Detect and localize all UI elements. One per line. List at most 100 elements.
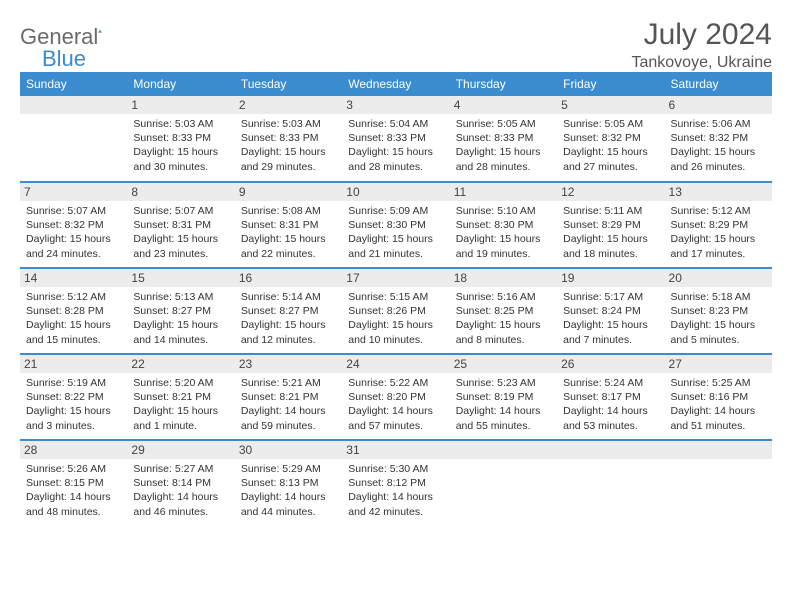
day-details: Sunrise: 5:18 AMSunset: 8:23 PMDaylight:…: [671, 290, 766, 347]
weekday-header: Thursday: [450, 72, 557, 96]
calendar-cell: 21 Sunrise: 5:19 AMSunset: 8:22 PMDayligh…: [20, 354, 127, 440]
calendar-cell: 10 Sunrise: 5:09 AMSunset: 8:30 PMDayligh…: [342, 182, 449, 268]
day-details: Sunrise: 5:20 AMSunset: 8:21 PMDaylight:…: [133, 376, 228, 433]
calendar-cell: 20 Sunrise: 5:18 AMSunset: 8:23 PMDayligh…: [665, 268, 772, 354]
weekday-header: Saturday: [665, 72, 772, 96]
day-details: Sunrise: 5:30 AMSunset: 8:12 PMDaylight:…: [348, 462, 443, 519]
weekday-header: Tuesday: [235, 72, 342, 96]
calendar-cell: 6Sunrise: 5:06 AMSunset: 8:32 PMDaylight…: [665, 96, 772, 182]
calendar-cell: [20, 96, 127, 182]
calendar-cell: 26 Sunrise: 5:24 AMSunset: 8:17 PMDayligh…: [557, 354, 664, 440]
day-details: Sunrise: 5:12 AMSunset: 8:29 PMDaylight:…: [671, 204, 766, 261]
day-details: Sunrise: 5:08 AMSunset: 8:31 PMDaylight:…: [241, 204, 336, 261]
day-number: 22: [127, 355, 234, 373]
day-details: Sunrise: 5:10 AMSunset: 8:30 PMDaylight:…: [456, 204, 551, 261]
day-details: Sunrise: 5:13 AMSunset: 8:27 PMDaylight:…: [133, 290, 228, 347]
calendar-cell: 9 Sunrise: 5:08 AMSunset: 8:31 PMDaylight…: [235, 182, 342, 268]
calendar-cell: 22 Sunrise: 5:20 AMSunset: 8:21 PMDayligh…: [127, 354, 234, 440]
day-number: 24: [342, 355, 449, 373]
day-number: 19: [557, 269, 664, 287]
calendar-cell: 18 Sunrise: 5:16 AMSunset: 8:25 PMDayligh…: [450, 268, 557, 354]
calendar-cell: 7Sunrise: 5:07 AMSunset: 8:32 PMDaylight…: [20, 182, 127, 268]
day-number: 8: [127, 183, 234, 201]
day-number: 12: [557, 183, 664, 201]
calendar-cell: 2 Sunrise: 5:03 AMSunset: 8:33 PMDaylight…: [235, 96, 342, 182]
day-number: 4: [450, 96, 557, 114]
calendar-cell: 8Sunrise: 5:07 AMSunset: 8:31 PMDaylight…: [127, 182, 234, 268]
day-number: 14: [20, 269, 127, 287]
day-details: Sunrise: 5:03 AMSunset: 8:33 PMDaylight:…: [241, 117, 336, 174]
day-number: 28: [20, 441, 127, 459]
day-details: Sunrise: 5:24 AMSunset: 8:17 PMDaylight:…: [563, 376, 658, 433]
weekday-header: Sunday: [20, 72, 127, 96]
empty-day-header: [450, 441, 557, 459]
day-number: 16: [235, 269, 342, 287]
day-details: Sunrise: 5:22 AMSunset: 8:20 PMDaylight:…: [348, 376, 443, 433]
day-details: Sunrise: 5:23 AMSunset: 8:19 PMDaylight:…: [456, 376, 551, 433]
day-number: 31: [342, 441, 449, 459]
calendar-header-row: SundayMondayTuesdayWednesdayThursdayFrid…: [20, 72, 772, 96]
day-details: Sunrise: 5:12 AMSunset: 8:28 PMDaylight:…: [26, 290, 121, 347]
day-number: 7: [20, 183, 127, 201]
day-number: 2: [235, 96, 342, 114]
day-details: Sunrise: 5:29 AMSunset: 8:13 PMDaylight:…: [241, 462, 336, 519]
calendar-cell: 28 Sunrise: 5:26 AMSunset: 8:15 PMDayligh…: [20, 440, 127, 526]
day-number: 21: [20, 355, 127, 373]
day-details: Sunrise: 5:25 AMSunset: 8:16 PMDaylight:…: [671, 376, 766, 433]
day-details: Sunrise: 5:14 AMSunset: 8:27 PMDaylight:…: [241, 290, 336, 347]
calendar-cell: 13 Sunrise: 5:12 AMSunset: 8:29 PMDayligh…: [665, 182, 772, 268]
calendar-cell: 14 Sunrise: 5:12 AMSunset: 8:28 PMDayligh…: [20, 268, 127, 354]
calendar-table: SundayMondayTuesdayWednesdayThursdayFrid…: [20, 72, 772, 526]
day-details: Sunrise: 5:05 AMSunset: 8:33 PMDaylight:…: [456, 117, 551, 174]
day-number: 15: [127, 269, 234, 287]
day-details: Sunrise: 5:21 AMSunset: 8:21 PMDaylight:…: [241, 376, 336, 433]
day-number: 3: [342, 96, 449, 114]
calendar-cell: 24 Sunrise: 5:22 AMSunset: 8:20 PMDayligh…: [342, 354, 449, 440]
calendar-cell: 5Sunrise: 5:05 AMSunset: 8:32 PMDaylight…: [557, 96, 664, 182]
calendar-cell: 29 Sunrise: 5:27 AMSunset: 8:14 PMDayligh…: [127, 440, 234, 526]
day-details: Sunrise: 5:15 AMSunset: 8:26 PMDaylight:…: [348, 290, 443, 347]
day-number: 26: [557, 355, 664, 373]
day-details: Sunrise: 5:11 AMSunset: 8:29 PMDaylight:…: [563, 204, 658, 261]
day-number: 17: [342, 269, 449, 287]
empty-day-header: [557, 441, 664, 459]
day-details: Sunrise: 5:26 AMSunset: 8:15 PMDaylight:…: [26, 462, 121, 519]
day-details: Sunrise: 5:16 AMSunset: 8:25 PMDaylight:…: [456, 290, 551, 347]
day-number: 29: [127, 441, 234, 459]
day-details: Sunrise: 5:03 AMSunset: 8:33 PMDaylight:…: [133, 117, 228, 174]
calendar-cell: 1Sunrise: 5:03 AMSunset: 8:33 PMDaylight…: [127, 96, 234, 182]
day-number: 10: [342, 183, 449, 201]
calendar-cell: 15 Sunrise: 5:13 AMSunset: 8:27 PMDayligh…: [127, 268, 234, 354]
calendar-cell: 19 Sunrise: 5:17 AMSunset: 8:24 PMDayligh…: [557, 268, 664, 354]
calendar-cell: 25Sunrise: 5:23 AMSunset: 8:19 PMDayligh…: [450, 354, 557, 440]
day-details: Sunrise: 5:19 AMSunset: 8:22 PMDaylight:…: [26, 376, 121, 433]
calendar-cell: 16 Sunrise: 5:14 AMSunset: 8:27 PMDayligh…: [235, 268, 342, 354]
calendar-cell: [665, 440, 772, 526]
day-number: 11: [450, 183, 557, 201]
day-number: 13: [665, 183, 772, 201]
calendar-cell: 31 Sunrise: 5:30 AMSunset: 8:12 PMDayligh…: [342, 440, 449, 526]
day-details: Sunrise: 5:17 AMSunset: 8:24 PMDaylight:…: [563, 290, 658, 347]
calendar-cell: 27 Sunrise: 5:25 AMSunset: 8:16 PMDayligh…: [665, 354, 772, 440]
calendar-cell: 17 Sunrise: 5:15 AMSunset: 8:26 PMDayligh…: [342, 268, 449, 354]
calendar-cell: 23 Sunrise: 5:21 AMSunset: 8:21 PMDayligh…: [235, 354, 342, 440]
logo-suffix: Blue: [42, 46, 86, 71]
day-details: Sunrise: 5:27 AMSunset: 8:14 PMDaylight:…: [133, 462, 228, 519]
calendar-cell: [557, 440, 664, 526]
calendar-cell: 11 Sunrise: 5:10 AMSunset: 8:30 PMDayligh…: [450, 182, 557, 268]
calendar-cell: [450, 440, 557, 526]
calendar-cell: 4 Sunrise: 5:05 AMSunset: 8:33 PMDaylight…: [450, 96, 557, 182]
day-number: 5: [557, 96, 664, 114]
logo-sail-icon: [98, 22, 102, 40]
calendar-cell: 3Sunrise: 5:04 AMSunset: 8:33 PMDaylight…: [342, 96, 449, 182]
day-number: 27: [665, 355, 772, 373]
day-details: Sunrise: 5:09 AMSunset: 8:30 PMDaylight:…: [348, 204, 443, 261]
calendar-cell: 12 Sunrise: 5:11 AMSunset: 8:29 PMDayligh…: [557, 182, 664, 268]
weekday-header: Monday: [127, 72, 234, 96]
day-number: 18: [450, 269, 557, 287]
calendar-cell: 30Sunrise: 5:29 AMSunset: 8:13 PMDayligh…: [235, 440, 342, 526]
day-number: 20: [665, 269, 772, 287]
day-number: 23: [235, 355, 342, 373]
weekday-header: Friday: [557, 72, 664, 96]
day-number: 9: [235, 183, 342, 201]
